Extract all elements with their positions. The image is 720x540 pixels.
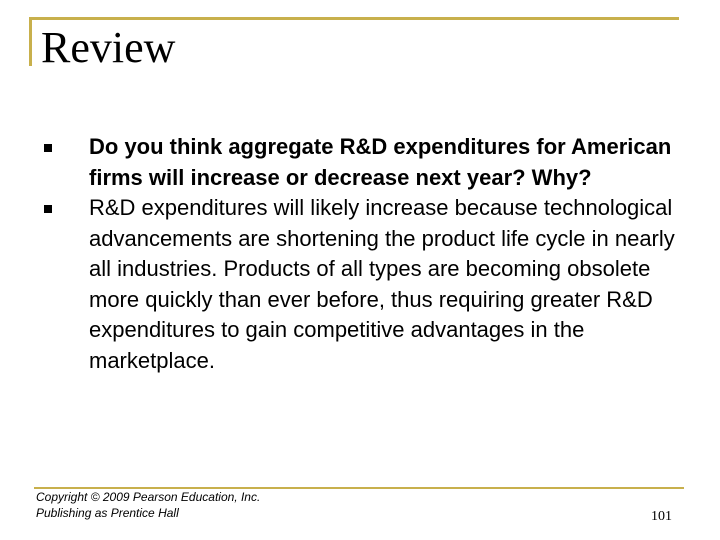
slide-title: Review [41,23,176,72]
bullet-list: Do you think aggregate R&D expenditures … [44,132,684,376]
title-frame-left-rule [29,17,32,66]
bullet-text-question: Do you think aggregate R&D expenditures … [89,134,672,190]
footer-rule [34,487,684,489]
bullet-item-question: Do you think aggregate R&D expenditures … [44,132,684,193]
title-frame-top-rule [29,17,679,20]
bullet-text-answer: R&D expenditures will likely increase be… [89,195,675,373]
page-number: 101 [651,509,672,524]
square-bullet-icon [44,144,52,152]
bullet-item-answer: R&D expenditures will likely increase be… [44,193,684,376]
publisher-line: Publishing as Prentice Hall [36,506,179,520]
copyright-line: Copyright © 2009 Pearson Education, Inc. [36,490,261,504]
copyright-footer: Copyright © 2009 Pearson Education, Inc.… [36,489,260,521]
square-bullet-icon [44,205,52,213]
